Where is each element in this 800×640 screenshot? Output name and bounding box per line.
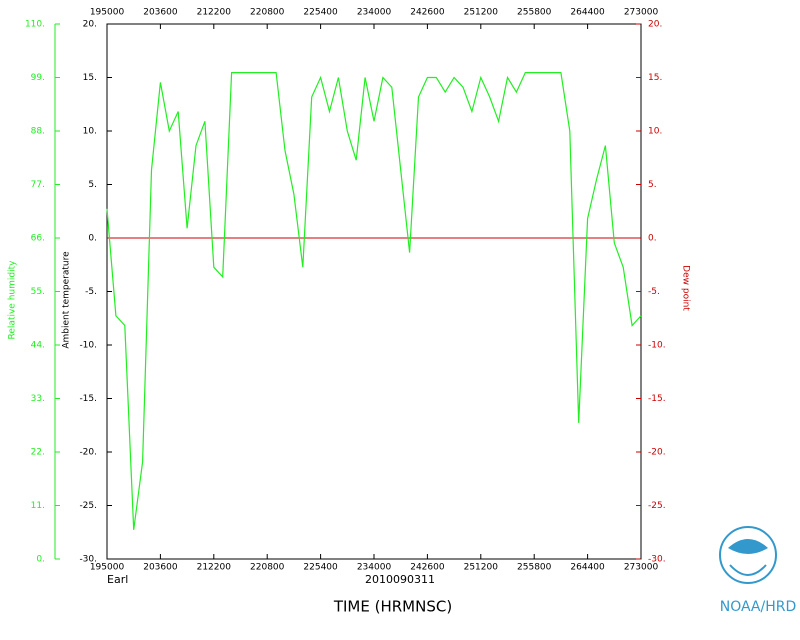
x-tick-label: 195000 — [90, 563, 125, 573]
logo-ring — [719, 526, 777, 584]
storm-label: Earl — [107, 573, 128, 586]
rh-tick-label: 44. — [31, 341, 45, 351]
rh-tick-label: 110. — [25, 20, 45, 30]
x-axis-label: TIME (HRMNSC) — [333, 598, 452, 616]
y-tick-label: -30. — [79, 555, 97, 565]
rh-line — [106, 72, 642, 530]
x-tick-label: 251200 — [464, 563, 499, 573]
y2-tick-label: -20. — [648, 448, 666, 458]
y2-axis-label: Dew point — [681, 265, 691, 311]
x-tick-label: 255800 — [517, 563, 552, 573]
logo-bird — [728, 539, 768, 554]
y-tick-label: 5. — [88, 180, 97, 190]
y2-tick-label: -5. — [648, 287, 660, 297]
y2-tick-label: -10. — [648, 341, 666, 351]
x2-tick-label: 195000 — [90, 8, 125, 18]
x2-tick-label: 220800 — [250, 8, 285, 18]
y-tick-label: 15. — [83, 73, 97, 83]
date-label: 2010090311 — [365, 573, 435, 586]
y-tick-label: -25. — [79, 501, 97, 511]
x2-tick-label: 242600 — [410, 8, 445, 18]
y-axis-label: Ambient temperature — [62, 251, 72, 349]
y-tick-label: 0. — [88, 234, 97, 244]
y-tick-label: -5. — [85, 287, 97, 297]
x2-tick-label: 264400 — [570, 8, 605, 18]
x2-tick-label: 212200 — [197, 8, 232, 18]
x-tick-label: 212200 — [197, 563, 232, 573]
x2-tick-label: 234000 — [357, 8, 392, 18]
rh-axis-label: Relative humidity — [8, 260, 18, 340]
rh-tick-label: 22. — [31, 448, 45, 458]
logo-wave — [729, 564, 767, 576]
y2-tick-label: -30. — [648, 555, 666, 565]
x-tick-label: 203600 — [143, 563, 178, 573]
rh-tick-label: 11. — [31, 501, 45, 511]
x2-tick-label: 255800 — [517, 8, 552, 18]
agency-label: NOAA/HRD — [720, 599, 797, 615]
x2-tick-label: 251200 — [464, 8, 499, 18]
y-tick-label: 20. — [83, 20, 97, 30]
x2-tick-label: 273000 — [624, 8, 659, 18]
rh-tick-label: 0. — [36, 555, 45, 565]
y2-tick-label: 0. — [648, 234, 657, 244]
y-tick-label: -15. — [79, 394, 97, 404]
y-tick-label: 10. — [83, 127, 97, 137]
y2-tick-label: -15. — [648, 394, 666, 404]
noaa-logo — [719, 526, 777, 584]
x-tick-label: 225400 — [303, 563, 338, 573]
rh-tick-label: 55. — [31, 287, 45, 297]
rh-tick-label: 33. — [31, 394, 45, 404]
x-tick-label: 273000 — [624, 563, 659, 573]
y2-tick-label: 5. — [648, 180, 657, 190]
x2-tick-label: 203600 — [143, 8, 178, 18]
y2-tick-label: 20. — [648, 20, 662, 30]
y2-tick-label: 10. — [648, 127, 662, 137]
rh-tick-label: 66. — [31, 234, 45, 244]
y-tick-label: -20. — [79, 448, 97, 458]
x-tick-label: 234000 — [357, 563, 392, 573]
x-tick-label: 264400 — [570, 563, 605, 573]
x2-tick-label: 225400 — [303, 8, 338, 18]
x-tick-label: 220800 — [250, 563, 285, 573]
rh-tick-label: 99. — [31, 73, 45, 83]
rh-tick-label: 77. — [31, 180, 45, 190]
plot-frame — [106, 23, 642, 560]
y2-tick-label: 15. — [648, 73, 662, 83]
rh-tick-label: 88. — [31, 127, 45, 137]
y-tick-label: -10. — [79, 341, 97, 351]
x-tick-label: 242600 — [410, 563, 445, 573]
y2-tick-label: -25. — [648, 501, 666, 511]
